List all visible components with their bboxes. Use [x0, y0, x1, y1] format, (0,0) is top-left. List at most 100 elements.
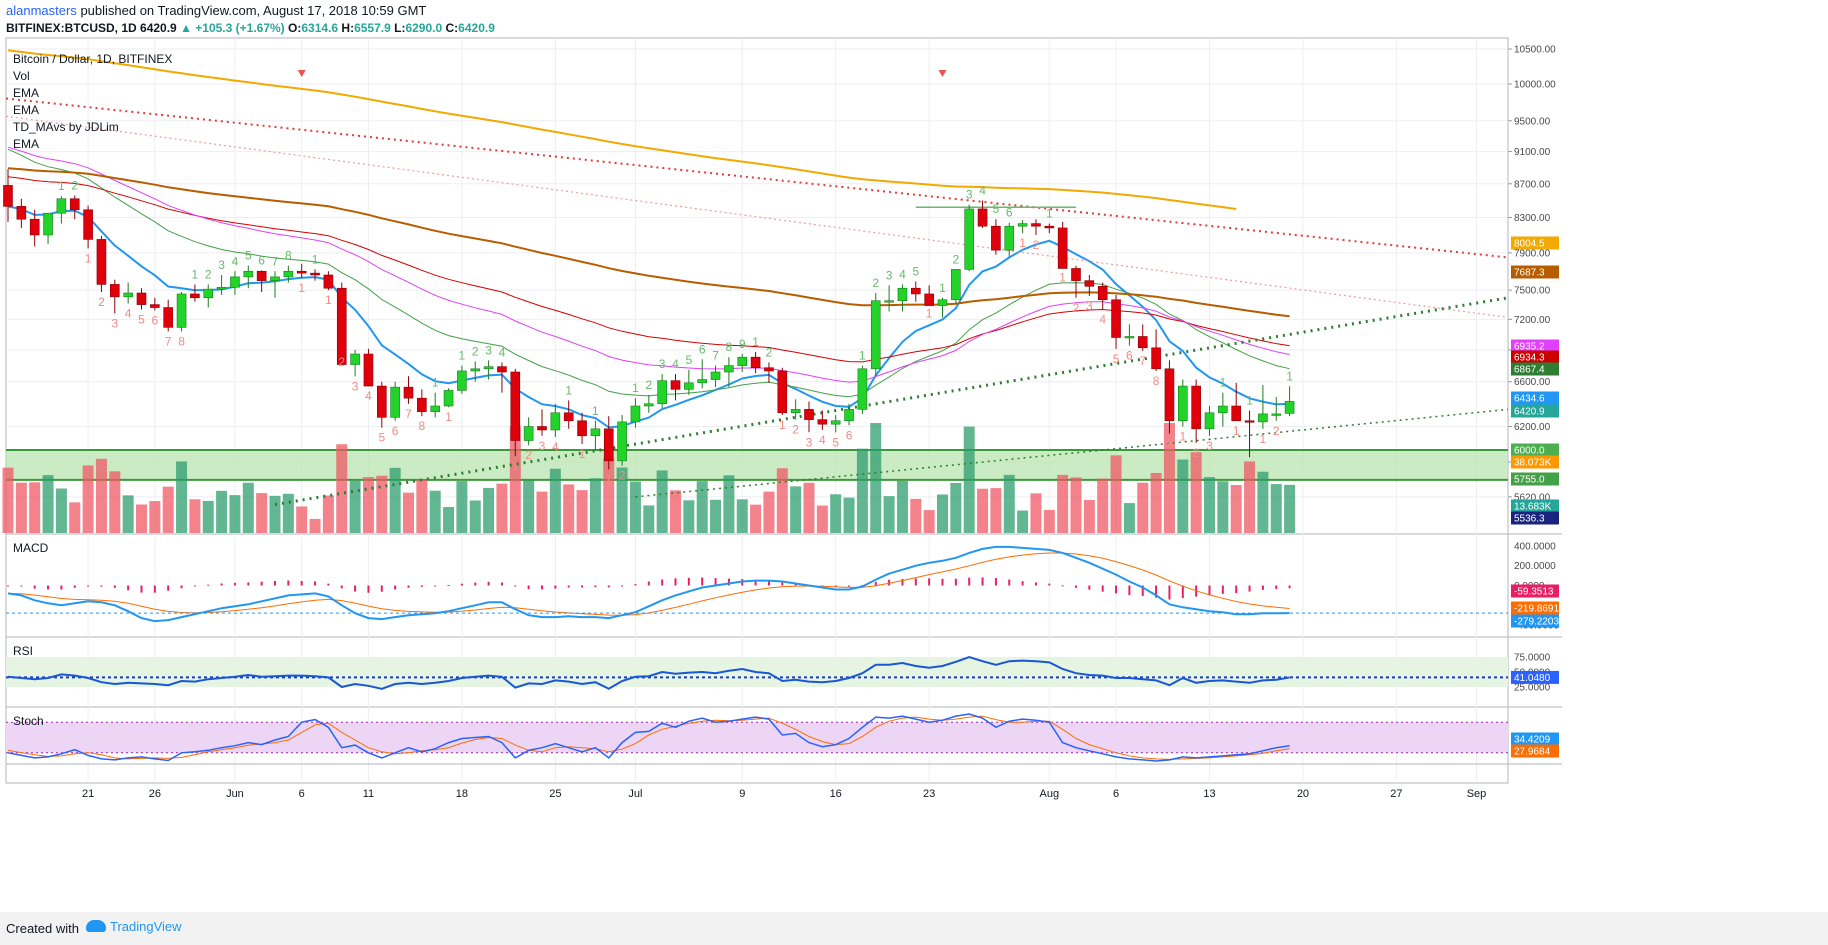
td-count: 9	[1166, 436, 1173, 450]
candle-up	[483, 366, 494, 370]
volume-bar	[523, 480, 535, 533]
macd-hist-bar	[994, 578, 997, 586]
candle-up	[457, 370, 467, 391]
macd-hist-bar	[581, 585, 584, 588]
macd-hist-bar	[367, 585, 370, 593]
footer-bar: Created with TradingView	[0, 912, 1828, 945]
macd-tag-label: -59.3513	[1514, 587, 1554, 598]
macd-hist-bar	[661, 579, 664, 586]
volume-bar	[216, 490, 228, 533]
td-count: 2	[645, 378, 652, 392]
volume-bar	[389, 467, 401, 533]
macd-hist-bar	[287, 580, 290, 586]
macd-hist-bar	[60, 585, 63, 590]
support-trendline-2	[635, 408, 1509, 498]
td-count: 8	[285, 249, 292, 263]
candle-down	[1057, 227, 1068, 269]
candle-up	[243, 270, 254, 278]
volume-bar	[1204, 477, 1215, 533]
volume-bar	[763, 491, 775, 533]
stoch-tag	[1511, 744, 1559, 758]
macd-hist-bar	[1181, 585, 1184, 599]
macd-tag-label: -279.2203	[1514, 617, 1559, 628]
volume-bar	[242, 482, 254, 533]
td-count: 6	[392, 424, 399, 438]
macd-hist-bar	[607, 585, 610, 588]
macd-hist-bar	[300, 581, 303, 586]
volume-bar	[282, 493, 294, 533]
candle-down	[1111, 299, 1121, 338]
candle-down	[510, 371, 521, 441]
candle-up	[617, 421, 627, 462]
macd-hist-bar	[794, 583, 797, 586]
td-count: 3	[806, 435, 813, 449]
td-count: 7	[272, 254, 279, 268]
td-count: 3	[966, 188, 973, 202]
candle-up	[737, 356, 748, 366]
chart-canvas[interactable]: 21 26 Jun 6 11 18 25 Jul 9 16 23 Aug 6 13 20 27 Sep10500…	[0, 0, 1828, 912]
volume-bar	[1244, 461, 1256, 533]
price-tag-label: 6420.9	[1514, 407, 1545, 418]
tradingview-cloud-icon	[86, 920, 106, 932]
stoch-tag	[1511, 732, 1559, 746]
td-count: 2	[525, 448, 532, 462]
rsi-tag-label: 41.0480	[1514, 673, 1551, 684]
td-count: 1	[1179, 430, 1186, 444]
legend-ema-3[interactable]: EMA	[13, 137, 40, 151]
macd-hist-bar	[340, 585, 343, 589]
volume-bar	[1190, 452, 1202, 533]
macd-hist-bar	[1075, 585, 1077, 588]
td-count: 3	[111, 316, 118, 330]
td-count: 2	[1073, 301, 1080, 315]
candle-down	[163, 307, 173, 328]
legend-ema-1[interactable]: EMA	[13, 86, 40, 100]
macd-hist-bar	[274, 580, 276, 586]
y-tick-label: 10000.00	[1514, 80, 1556, 91]
macd-hist-bar	[153, 585, 156, 593]
macd-hist-bar	[514, 585, 517, 587]
candles	[3, 169, 1295, 470]
macd-hist-bar	[354, 585, 357, 592]
volume-bar	[1163, 423, 1175, 533]
td-count: 2	[71, 178, 78, 192]
td-count: 3	[539, 439, 546, 453]
candle-up	[964, 208, 975, 270]
candle-down	[69, 198, 80, 211]
ema-50-line	[7, 176, 1290, 363]
macd-hist-bar	[1048, 583, 1051, 586]
rsi-y-label: 25.0000	[1514, 683, 1551, 694]
volume-bars	[2, 423, 1296, 533]
sell-arrow-marker	[297, 70, 306, 77]
legend-ema-2[interactable]: EMA	[13, 103, 40, 117]
macd-hist-bar	[848, 585, 851, 587]
tradingview-logo[interactable]: TradingView	[86, 919, 182, 934]
stoch-tag-label: 27.9684	[1514, 747, 1551, 758]
macd-hist-bar	[233, 582, 236, 586]
candle-down	[750, 356, 761, 369]
td-count: 1	[752, 335, 759, 349]
candle-down	[83, 209, 93, 240]
macd-hist-bar	[1261, 585, 1264, 590]
td-count: 2	[1273, 424, 1280, 438]
macd-hist-bar	[754, 579, 757, 586]
author-link[interactable]: alanmasters	[6, 3, 77, 18]
td-count: 5	[686, 353, 693, 367]
td-count: 1	[859, 349, 866, 363]
legend-vol[interactable]: Vol	[13, 69, 30, 83]
x-tick-label: 23	[923, 788, 935, 800]
volume-bar	[670, 490, 681, 533]
candle-up	[1204, 412, 1215, 430]
td-count: 2	[619, 469, 626, 483]
macd-hist-bar	[1061, 585, 1064, 587]
volume-bar	[2, 467, 14, 533]
candle-down	[336, 287, 347, 365]
legend-td-mavs[interactable]: TD_MAvs by JDLim	[13, 120, 119, 134]
volume-bar	[629, 481, 641, 533]
macd-hist-bar	[527, 585, 530, 590]
macd-hist-bar	[914, 578, 917, 586]
volume-bar	[269, 495, 281, 533]
td-count: 3	[1206, 439, 1213, 453]
macd-hist-bar	[901, 578, 904, 586]
td-count: 2	[1193, 446, 1200, 460]
volume-bar	[549, 468, 561, 533]
